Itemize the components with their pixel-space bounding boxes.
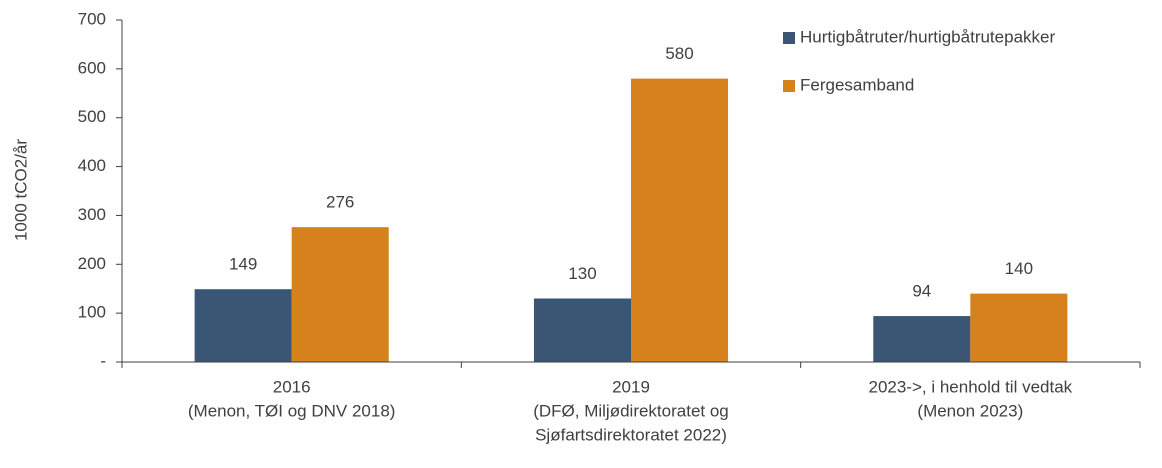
bar (291, 227, 389, 362)
y-tick-label: 400 (78, 156, 106, 175)
legend-label: Fergesamband (800, 75, 914, 94)
x-tick-label: 2019 (612, 377, 650, 396)
bar (533, 298, 631, 362)
x-tick-label: (Menon, TØI og DNV 2018) (188, 401, 396, 420)
x-tick-label: (Menon 2023) (917, 401, 1023, 420)
data-label: 276 (326, 193, 354, 212)
data-label: 94 (912, 282, 931, 301)
data-label: 140 (1005, 259, 1033, 278)
bar (194, 289, 292, 362)
bar (970, 293, 1068, 362)
legend-swatch (783, 32, 795, 44)
bar (631, 78, 729, 362)
bar (873, 316, 971, 362)
x-tick-label: 2016 (273, 377, 311, 396)
x-tick-label: Sjøfartsdirektoratet 2022) (535, 425, 727, 444)
data-label: 130 (568, 264, 596, 283)
data-label: 149 (229, 255, 257, 274)
y-tick-label: 600 (78, 58, 106, 77)
y-tick-label: 500 (78, 107, 106, 126)
y-tick-label: 300 (78, 205, 106, 224)
legend-swatch (783, 80, 795, 92)
y-axis-label: 1000 tCO2/år (11, 139, 30, 241)
legend-label: Hurtigbåtruter/hurtigbåtrutepakker (800, 27, 1055, 46)
x-tick-label: (DFØ, Miljødirektoratet og (533, 401, 729, 420)
y-tick-label: 700 (78, 9, 106, 28)
y-tick-label: - (100, 351, 106, 370)
data-label: 580 (665, 44, 693, 63)
y-tick-label: 100 (78, 303, 106, 322)
x-tick-label: 2023->, i henhold til vedtak (868, 377, 1072, 396)
y-tick-label: 200 (78, 254, 106, 273)
